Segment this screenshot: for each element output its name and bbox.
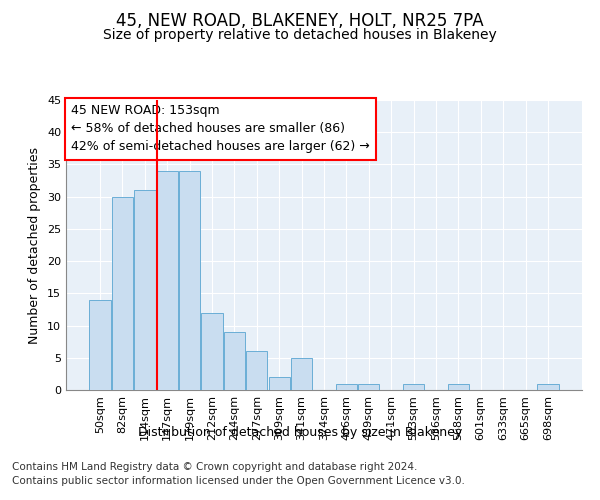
Bar xyxy=(537,384,559,390)
Bar xyxy=(269,377,290,390)
Bar xyxy=(403,384,424,390)
Y-axis label: Number of detached properties: Number of detached properties xyxy=(28,146,41,344)
Bar xyxy=(89,300,111,390)
Bar xyxy=(157,171,178,390)
Bar xyxy=(202,312,223,390)
Bar xyxy=(179,171,200,390)
Bar xyxy=(224,332,245,390)
Text: Contains HM Land Registry data © Crown copyright and database right 2024.: Contains HM Land Registry data © Crown c… xyxy=(12,462,418,472)
Text: Contains public sector information licensed under the Open Government Licence v3: Contains public sector information licen… xyxy=(12,476,465,486)
Bar xyxy=(112,196,133,390)
Bar xyxy=(336,384,357,390)
Bar xyxy=(448,384,469,390)
Text: 45, NEW ROAD, BLAKENEY, HOLT, NR25 7PA: 45, NEW ROAD, BLAKENEY, HOLT, NR25 7PA xyxy=(116,12,484,30)
Text: Distribution of detached houses by size in Blakeney: Distribution of detached houses by size … xyxy=(138,426,462,439)
Bar xyxy=(291,358,312,390)
Text: Size of property relative to detached houses in Blakeney: Size of property relative to detached ho… xyxy=(103,28,497,42)
Bar xyxy=(134,190,155,390)
Text: 45 NEW ROAD: 153sqm
← 58% of detached houses are smaller (86)
42% of semi-detach: 45 NEW ROAD: 153sqm ← 58% of detached ho… xyxy=(71,104,370,154)
Bar xyxy=(246,352,268,390)
Bar xyxy=(358,384,379,390)
